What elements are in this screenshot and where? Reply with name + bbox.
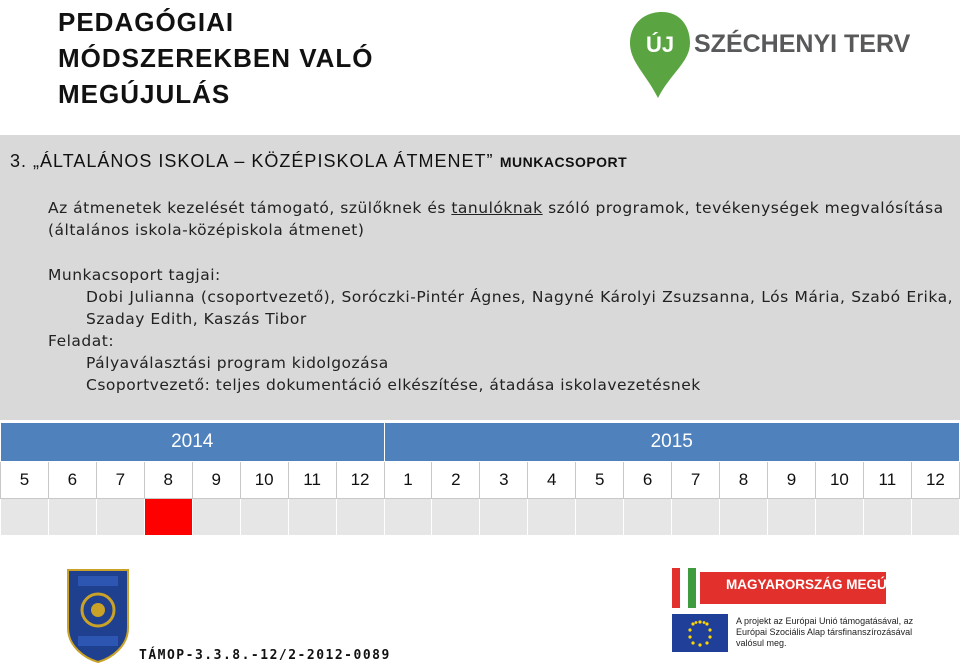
schedule-mark-cell: [814, 498, 864, 536]
month-cell: 8: [719, 461, 768, 499]
year-2015-cell: 2015: [383, 422, 960, 462]
eu-flag-icon: [672, 614, 728, 652]
task-label: Feladat:: [48, 332, 115, 350]
month-cell: 10: [814, 461, 864, 499]
month-cell: 5: [0, 461, 49, 499]
school-logo: [67, 569, 129, 664]
szechenyi-terv-wordmark: SZÉCHENYI TERV: [694, 30, 911, 58]
schedule-year-row: 2014 2015: [0, 422, 960, 462]
month-cell: 12: [335, 461, 385, 499]
month-cell: 10: [239, 461, 289, 499]
page-title: PEDAGÓGIAI MÓDSZEREKBEN VALÓ MEGÚJULÁS: [58, 7, 374, 109]
schedule-mark-cell: [767, 498, 816, 536]
schedule-mark-cell: [0, 498, 49, 536]
schedule-mark-cell: [671, 498, 721, 536]
schedule-mark-cell: [431, 498, 481, 536]
intro-text-after: szóló programok, tevékenységek megvalósí…: [48, 199, 944, 239]
month-cell: 2: [431, 461, 481, 499]
magyarorszag-megujul-label: MAGYARORSZÁG MEGÚJUL: [726, 577, 913, 592]
logo-badge-text: ÚJ: [646, 32, 674, 57]
schedule-mark-cell: [335, 498, 385, 536]
schedule-mark-cell: [479, 498, 529, 536]
schedule-month-row: 5 6 7 8 9 10 11 12 1 2 3 4 5 6 7 8 9 10 11 12: [0, 461, 960, 499]
task-line-2: Csoportvezető: teljes dokumentáció elkés…: [86, 376, 701, 394]
schedule-mark-row: [0, 498, 960, 536]
intro-text-underlined: tanulóknak: [451, 199, 543, 217]
month-cell: 11: [862, 461, 912, 499]
month-cell: 11: [287, 461, 337, 499]
month-cell: 5: [575, 461, 625, 499]
schedule-mark-cell: [623, 498, 673, 536]
schedule-table: 2014 2015 5 6 7 8 9 10 11 12 1 2 3 4 5 6 7 8 9 10 11 12: [0, 422, 960, 536]
schedule-mark-cell: [191, 498, 241, 536]
content-band: [0, 135, 960, 420]
members-names: Dobi Julianna (csoportvezető), Soróczki-…: [86, 288, 953, 328]
schedule-mark-cell: [95, 498, 145, 536]
schedule-mark-cell: [143, 498, 193, 536]
schedule-mark-cell: [383, 498, 433, 536]
month-cell: 9: [191, 461, 241, 499]
month-cell: 4: [527, 461, 577, 499]
section-heading-main: 3. „ÁLTALÁNOS ISKOLA – KÖZÉPISKOLA ÁTMEN…: [10, 151, 494, 171]
members-label: Munkacsoport tagjai:: [48, 266, 221, 284]
month-cell: 7: [671, 461, 721, 499]
month-cell: 7: [95, 461, 145, 499]
schedule-mark-cell: [47, 498, 97, 536]
szechenyi-terv-logo: ÚJ: [630, 12, 690, 98]
section-heading-sub: MUNKACSOPORT: [499, 154, 628, 170]
section-heading: 3. „ÁLTALÁNOS ISKOLA – KÖZÉPISKOLA ÁTMEN…: [10, 151, 627, 172]
task-line-1: Pályaválasztási program kidolgozása: [86, 354, 389, 372]
month-cell: 1: [383, 461, 433, 499]
month-cell: 6: [47, 461, 97, 499]
month-cell: 8: [143, 461, 193, 499]
schedule-mark-cell: [910, 498, 960, 536]
month-cell: 3: [479, 461, 529, 499]
schedule-mark-cell: [239, 498, 289, 536]
schedule-mark-cell: [527, 498, 577, 536]
intro-paragraph: Az átmenetek kezelését támogató, szülőkn…: [48, 197, 953, 241]
intro-text-before: Az átmenetek kezelését támogató, szülőkn…: [48, 199, 452, 217]
schedule-mark-cell: [862, 498, 912, 536]
project-code: TÁMOP-3.3.8.-12/2-2012-0089: [139, 648, 391, 663]
schedule-mark-cell: [719, 498, 768, 536]
month-cell: 12: [910, 461, 960, 499]
members-block: Munkacsoport tagjai: Dobi Julianna (csop…: [48, 264, 953, 396]
eu-funding-text: A projekt az Európai Unió támogatásával,…: [736, 616, 914, 648]
magyarorszag-megujul-logo: [672, 568, 886, 608]
schedule-mark-cell: [575, 498, 625, 536]
schedule-mark-cell: [287, 498, 337, 536]
year-2014-cell: 2014: [0, 422, 385, 462]
month-cell: 9: [767, 461, 816, 499]
month-cell: 6: [623, 461, 673, 499]
